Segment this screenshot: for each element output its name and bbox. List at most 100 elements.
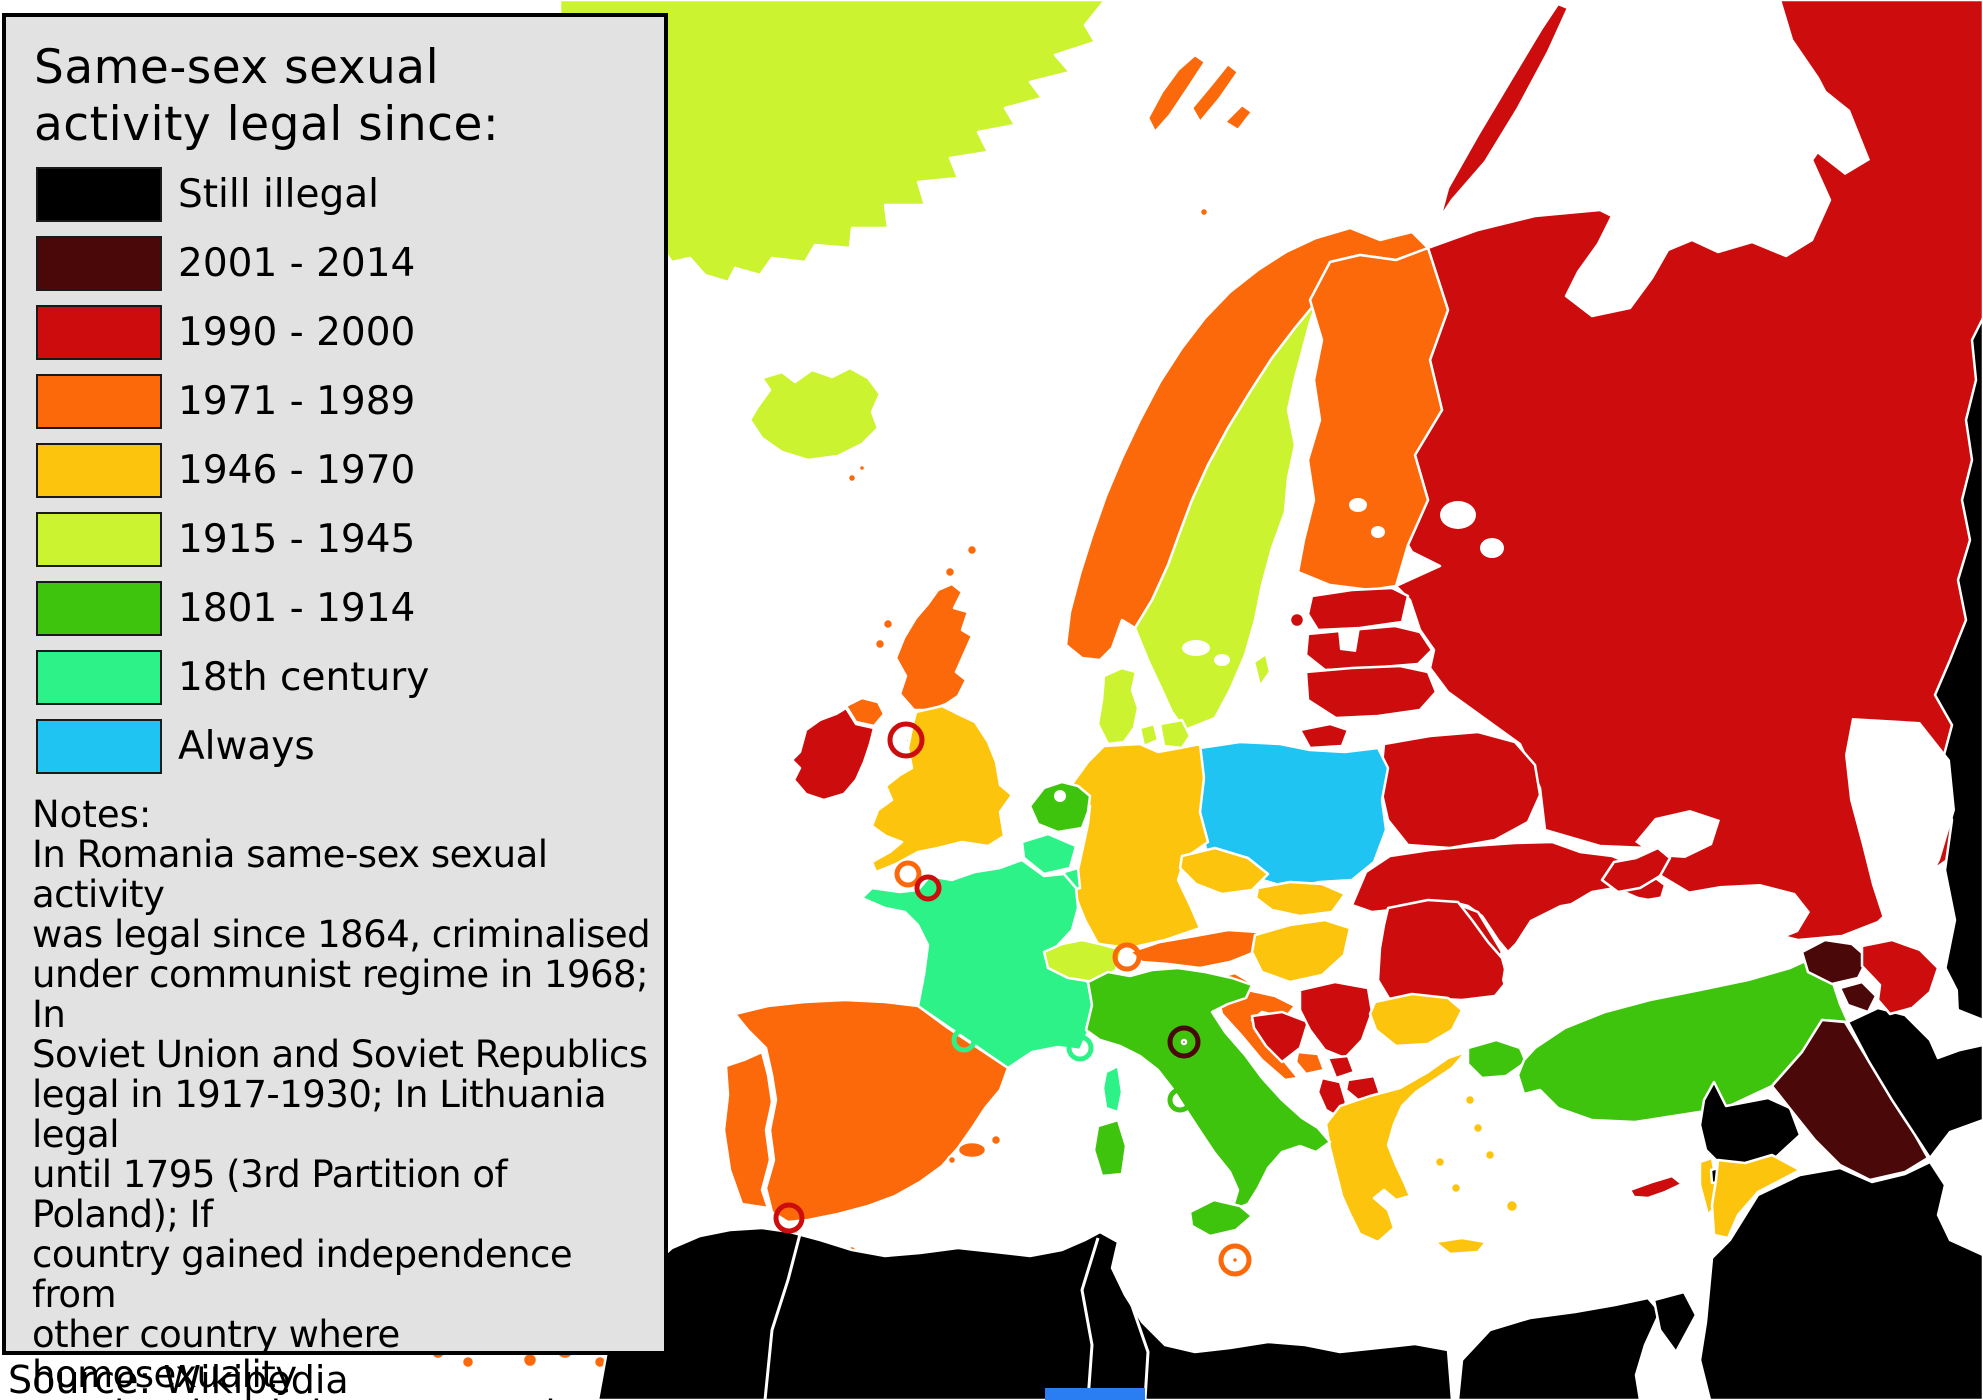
island-menorca	[989, 1133, 1003, 1147]
islands-svalbard3	[1223, 103, 1254, 132]
ring-san-marino	[1167, 1025, 1201, 1059]
country-switzerland	[1042, 938, 1124, 984]
country-cyprus	[1628, 1174, 1684, 1200]
legend-label: 1915 - 1945	[178, 517, 416, 562]
lake-ladoga	[1440, 501, 1476, 529]
sea-of-azov	[1635, 810, 1720, 858]
island-gotland	[1252, 652, 1272, 688]
border-morocco-algeria	[763, 1233, 802, 1400]
notes-body: In Romania same-sex sexual activity was …	[32, 833, 651, 1400]
island-canary2	[460, 1354, 476, 1370]
country-lithuania	[1304, 664, 1438, 720]
legend-label: 2001 - 2014	[178, 241, 416, 286]
source-attribution: Source: Wikipedia	[8, 1358, 349, 1400]
dot-isle-of-man	[900, 736, 912, 744]
ring-jersey	[914, 874, 942, 902]
bottom-blue-strip	[1045, 1388, 1145, 1400]
finnish-lake	[1349, 498, 1367, 512]
ring-vatican	[1167, 1087, 1193, 1113]
legend-label: 1946 - 1970	[178, 448, 416, 493]
island-mallorca	[956, 1140, 988, 1160]
ring-liechtenstein	[1112, 942, 1142, 972]
island-hebrides2	[873, 637, 887, 651]
legend-label: 1971 - 1989	[178, 379, 416, 424]
island-novaya-zemlya	[1438, 2, 1570, 220]
legend-label: 1990 - 2000	[178, 310, 416, 355]
legend-row: 2001 - 2014	[36, 234, 429, 293]
country-armenia	[1838, 980, 1878, 1014]
legend-row: 1971 - 1989	[36, 372, 429, 431]
notes-heading: Notes:	[32, 793, 152, 836]
region-turkey-thrace	[1466, 1038, 1528, 1080]
island-bear	[1198, 206, 1210, 218]
country-iran	[1846, 1006, 1983, 1160]
country-bulgaria	[1368, 992, 1464, 1048]
country-saudi-arabia	[1698, 1160, 1983, 1400]
gulf-of-riga	[1338, 628, 1360, 652]
notes-block: Notes: In Romania same-sex sexual activi…	[32, 795, 652, 1400]
ring-isle-of-man	[887, 721, 925, 759]
legend-row: 18th century	[36, 648, 429, 707]
island-sardinia	[1092, 1118, 1128, 1178]
island-funen	[1138, 722, 1160, 748]
legend-label: Still illegal	[178, 172, 379, 217]
legend-swatch	[36, 650, 162, 705]
island-corsica	[1101, 1064, 1124, 1114]
ring-guernsey	[894, 860, 922, 888]
region-sinai	[1652, 1290, 1698, 1354]
country-slovakia	[1254, 880, 1347, 918]
country-azerbaijan	[1860, 938, 1940, 1016]
territory-rings	[773, 721, 1252, 1277]
country-netherlands	[1028, 780, 1092, 834]
country-portugal	[722, 1050, 774, 1210]
lake-onega	[1480, 538, 1504, 558]
legend-swatch	[36, 512, 162, 567]
ijsselmeer	[1054, 790, 1066, 802]
island-rhodes	[1504, 1198, 1520, 1214]
legend-swatch	[36, 719, 162, 774]
island-orkney	[943, 565, 957, 579]
ring-monaco	[1066, 1034, 1094, 1062]
legend-label: 18th century	[178, 655, 430, 700]
dot-san-marino	[1180, 1038, 1188, 1046]
dot-malta	[1230, 1255, 1240, 1265]
legend-swatch	[36, 581, 162, 636]
finnish-lake2	[1371, 526, 1385, 538]
country-romania	[1376, 898, 1510, 1002]
island-aegean5	[1449, 1181, 1463, 1195]
region-north-africa	[596, 1226, 1454, 1400]
legend-label: Always	[178, 724, 315, 769]
country-latvia	[1304, 624, 1434, 672]
legend-row: Still illegal	[36, 165, 429, 224]
island-zealand	[1158, 718, 1192, 750]
country-england-wales	[870, 704, 1014, 874]
ring-andorra	[951, 1027, 977, 1053]
island-crete	[1433, 1236, 1488, 1256]
country-kosovo	[1326, 1054, 1356, 1080]
legend-swatch	[36, 236, 162, 291]
barents-inlet	[1760, 60, 1870, 175]
country-bosnia	[1250, 1010, 1310, 1064]
legend-row: 1946 - 1970	[36, 441, 429, 500]
island-aegean4	[1433, 1155, 1447, 1169]
legend-row: 1801 - 1914	[36, 579, 429, 638]
island-faroe2	[857, 463, 867, 473]
legend-swatch	[36, 443, 162, 498]
legend-title: Same-sex sexual activity legal since:	[34, 40, 500, 153]
island-shetland	[965, 543, 979, 557]
country-czechia	[1178, 846, 1270, 896]
country-denmark	[1096, 666, 1140, 746]
legend-row: 1990 - 2000	[36, 303, 429, 362]
black-sea	[1468, 884, 1810, 1048]
region-kaliningrad	[1298, 722, 1350, 750]
region-crimea	[1600, 846, 1672, 894]
country-iceland	[748, 366, 882, 462]
islands-svalbard	[1146, 53, 1207, 134]
country-jordan	[1710, 1153, 1802, 1240]
country-estonia	[1306, 586, 1410, 632]
island-aegean2	[1471, 1121, 1485, 1135]
country-montenegro	[1294, 1050, 1326, 1076]
country-ireland	[790, 706, 876, 802]
island-faroe1	[846, 472, 858, 484]
